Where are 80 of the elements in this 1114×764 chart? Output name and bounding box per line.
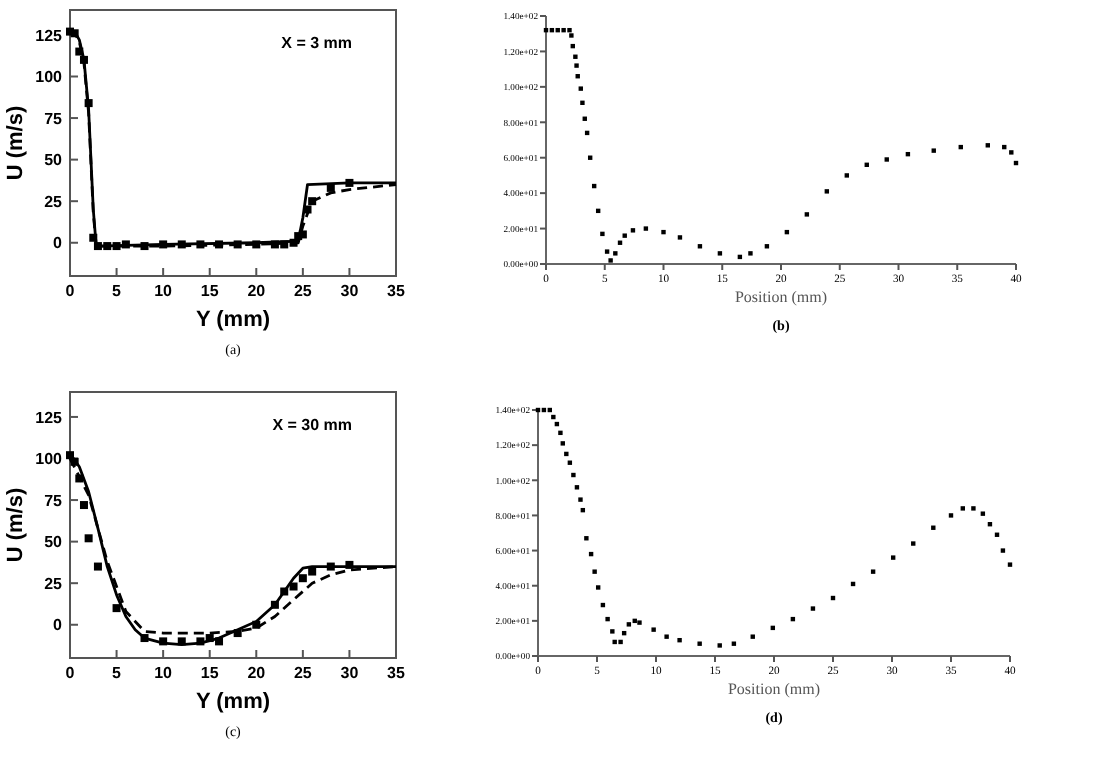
- point: [177, 240, 186, 249]
- point: [298, 574, 307, 583]
- y-tick-label: 125: [35, 408, 64, 427]
- point: [140, 634, 149, 643]
- point: [196, 637, 205, 646]
- point: [215, 637, 224, 646]
- point: [70, 457, 79, 466]
- point: [75, 474, 84, 483]
- y-tick-label: 100: [35, 450, 64, 469]
- y-tick-label: 0: [53, 616, 64, 635]
- x-axis-title: Y (mm): [195, 308, 271, 332]
- point: [112, 604, 121, 613]
- point: [103, 242, 112, 251]
- point: [308, 197, 317, 206]
- x-tick-label: 10: [154, 282, 174, 300]
- point: [308, 567, 317, 576]
- point: [289, 238, 298, 247]
- y-tick-label: 25: [44, 574, 64, 593]
- point: [215, 240, 224, 249]
- point: [252, 240, 261, 249]
- x-tick-label: 25: [293, 282, 313, 300]
- x-tick-label: 0: [65, 664, 76, 682]
- point: [280, 587, 289, 596]
- point: [121, 240, 130, 249]
- x-tick-label: 25: [293, 664, 313, 682]
- point: [233, 629, 242, 638]
- x-axis-title: Y (mm): [195, 690, 271, 714]
- point: [66, 451, 74, 460]
- y-tick-label: 50: [44, 533, 64, 552]
- x-tick-label: 15: [200, 282, 220, 300]
- y-tick-label: 125: [35, 26, 64, 45]
- x-tick-label: 30: [340, 664, 360, 682]
- y-tick-label: 25: [44, 192, 64, 211]
- y-axis-title: U (m/s): [4, 105, 28, 181]
- x-axis-title: Position (mm): [734, 288, 828, 306]
- annotation: X = 30 mm: [272, 416, 352, 434]
- point: [112, 242, 121, 251]
- point: [159, 240, 168, 249]
- point: [270, 600, 279, 609]
- point: [345, 560, 354, 569]
- x-tick-label: 35: [387, 664, 406, 682]
- point: [252, 620, 261, 629]
- x-tick-label: 5: [112, 664, 123, 682]
- x-tick-label: 20: [247, 282, 267, 300]
- y-tick-label: 0: [53, 234, 64, 253]
- point: [93, 562, 102, 571]
- x-tick-label: 10: [154, 664, 174, 682]
- point: [233, 240, 242, 249]
- x-tick-label: 20: [247, 664, 267, 682]
- y-tick-label: 75: [44, 109, 64, 128]
- point: [345, 178, 354, 187]
- x-tick-label: 0: [65, 282, 76, 300]
- y-tick-label: 50: [44, 151, 64, 170]
- point: [326, 183, 335, 192]
- point: [196, 240, 205, 249]
- point: [140, 242, 149, 251]
- point: [326, 562, 335, 571]
- x-tick-label: 5: [112, 282, 123, 300]
- x-tick-label: 35: [387, 282, 406, 300]
- point: [270, 240, 279, 249]
- y-tick-label: 75: [44, 491, 64, 510]
- point: [84, 99, 93, 108]
- point: [89, 233, 98, 242]
- point: [205, 634, 214, 643]
- point: [303, 205, 312, 214]
- point: [79, 55, 88, 64]
- point: [177, 637, 186, 646]
- point: [159, 637, 168, 646]
- point: [93, 242, 102, 251]
- point: [289, 582, 298, 591]
- y-tick-label: 100: [35, 68, 64, 87]
- x-tick-label: 30: [340, 282, 360, 300]
- point: [79, 501, 88, 510]
- x-axis-title: Position (mm): [727, 680, 821, 698]
- point: [84, 534, 93, 543]
- point: [280, 240, 289, 249]
- x-tick-label: 15: [200, 664, 220, 682]
- annotation: X = 3 mm: [281, 34, 352, 52]
- point: [75, 47, 84, 56]
- y-axis-title: U (m/s): [4, 487, 28, 563]
